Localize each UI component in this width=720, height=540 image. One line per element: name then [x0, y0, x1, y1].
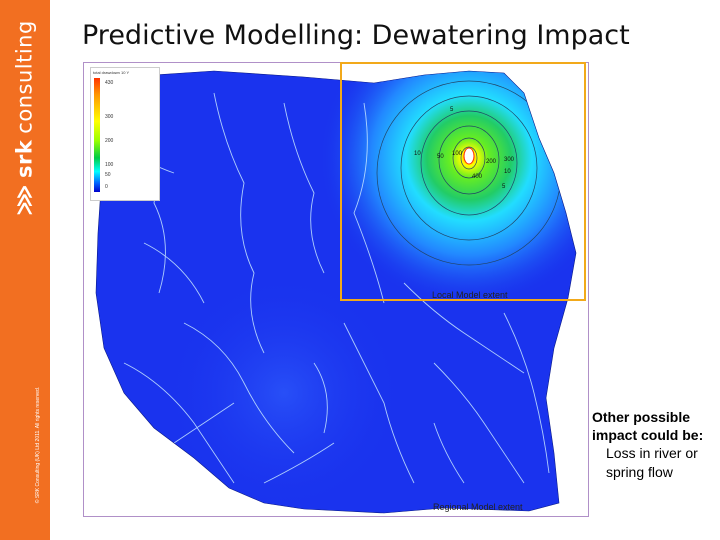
logo-srk-text: srk — [12, 139, 37, 179]
srk-mark-icon: ⋙ — [12, 184, 38, 216]
legend-tick: 300 — [105, 114, 114, 120]
legend-tick: 430 — [105, 80, 114, 86]
legend-tick: 100 — [105, 162, 114, 168]
regional-model-label: Regional Model extent — [433, 502, 523, 512]
map-legend: total drawdown 10 Y 430 300 200 100 50 0 — [90, 67, 160, 201]
srk-logo: ⋙ srk consulting — [13, 20, 38, 216]
copyright-notice: © SRK Consulting (UK) Ltd 2011. All righ… — [35, 386, 41, 504]
slide-title: Predictive Modelling: Dewatering Impact — [82, 20, 630, 51]
brand-sidebar: ⋙ srk consulting © SRK Consulting (UK) Ltd… — [0, 0, 50, 540]
legend-tick: 50 — [105, 172, 111, 178]
local-model-extent-box — [340, 62, 586, 301]
legend-title: total drawdown 10 Y — [93, 70, 130, 75]
drawdown-map: total drawdown 10 Y 430 300 200 100 50 0… — [83, 62, 589, 517]
legend-tick: 200 — [105, 138, 114, 144]
impact-note: Other possible impact could be: Loss in … — [592, 408, 720, 481]
legend-color-bar — [94, 78, 100, 192]
pit-centre — [463, 147, 475, 165]
impact-note-heading: Other possible impact could be: — [592, 409, 704, 444]
map-graphic — [95, 70, 577, 514]
legend-tick: 0 — [105, 184, 108, 190]
impact-note-item: Loss in river or spring flow — [606, 445, 698, 480]
logo-consulting-text: consulting — [12, 20, 37, 134]
local-model-label: Local Model extent — [432, 290, 508, 300]
